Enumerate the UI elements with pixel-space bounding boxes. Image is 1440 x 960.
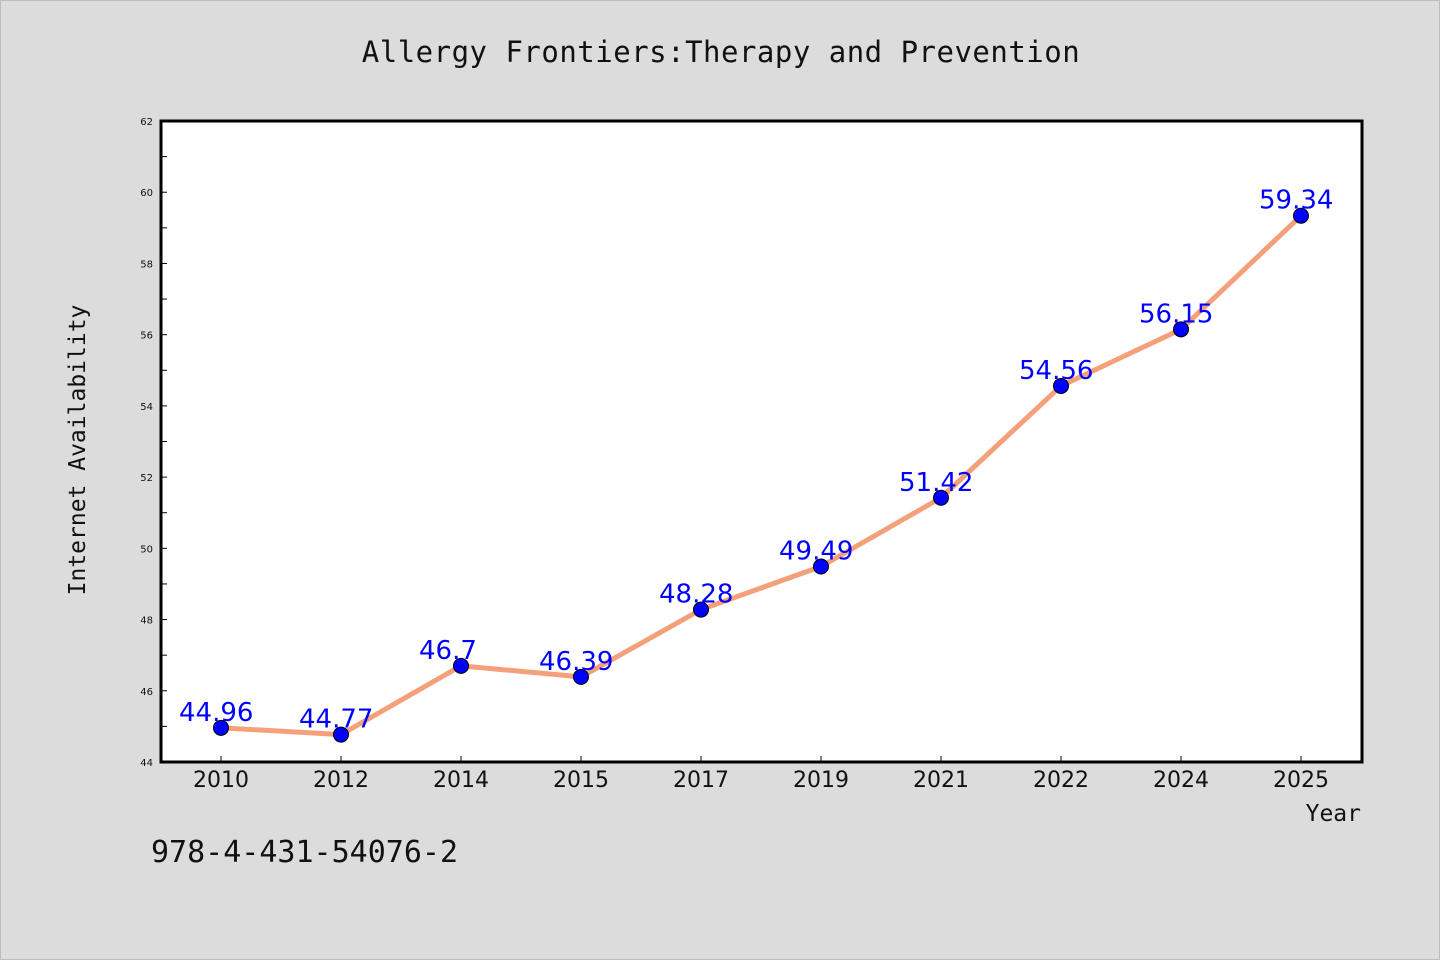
x-tick-label: 2021 — [913, 768, 969, 793]
data-label: 59.34 — [1259, 186, 1333, 216]
y-axis: 44 46 48 50 52 54 56 58 60 62 — [140, 117, 167, 769]
data-label: 46.7 — [419, 636, 477, 666]
y-tick-label: 54 — [140, 402, 153, 413]
chart-title: Allergy Frontiers:Therapy and Prevention — [361, 35, 1081, 69]
data-point — [333, 726, 349, 743]
data-point — [1053, 377, 1069, 394]
x-tick-label: 2019 — [793, 768, 849, 793]
data-label: 49.49 — [779, 536, 853, 566]
y-tick-label: 56 — [140, 331, 153, 342]
x-tick-label: 2024 — [1153, 768, 1209, 793]
y-tick-label: 60 — [140, 188, 153, 199]
data-label: 44.77 — [299, 705, 373, 735]
x-axis-title: Year — [1306, 801, 1361, 827]
x-tick-label: 2025 — [1273, 768, 1329, 793]
data-label: 44.96 — [179, 698, 253, 728]
data-label-layer: 44.96 44.77 46.7 46.39 48.28 49.49 51.42 54.56 5… — [179, 186, 1333, 735]
data-label: 48.28 — [659, 580, 733, 610]
data-point — [933, 489, 949, 506]
series-line — [218, 213, 1304, 738]
x-tick-label: 2015 — [553, 768, 609, 793]
data-label: 54.56 — [1019, 356, 1093, 386]
x-tick-label: 2010 — [193, 768, 249, 793]
x-tick-label: 2022 — [1033, 768, 1089, 793]
data-point — [573, 668, 589, 685]
plot-area — [159, 119, 1364, 764]
data-point — [213, 719, 229, 736]
series-layer — [213, 207, 1309, 743]
x-axis: 2010 2012 2014 2015 2017 2019 2021 2022 2024 2025 — [193, 756, 1329, 793]
isbn-code: 978-4-431-54076-2 — [151, 835, 459, 870]
y-tick-label: 62 — [140, 117, 153, 128]
data-label: 56.15 — [1139, 299, 1213, 329]
data-point — [693, 601, 709, 618]
data-point — [453, 657, 469, 674]
x-tick-label: 2012 — [313, 768, 369, 793]
y-tick-label: 44 — [140, 758, 153, 769]
y-tick-label: 52 — [140, 473, 153, 484]
data-point — [1293, 207, 1309, 224]
data-point — [1173, 321, 1189, 338]
data-point — [813, 558, 829, 575]
data-label: 51.42 — [899, 468, 973, 498]
y-tick-label: 50 — [140, 544, 153, 555]
data-label: 46.39 — [539, 647, 613, 677]
y-tick-label: 46 — [140, 687, 153, 698]
x-tick-label: 2014 — [433, 768, 489, 793]
y-axis-title: Internet Availability — [65, 305, 91, 596]
y-tick-label: 58 — [140, 259, 153, 270]
y-tick-label: 48 — [140, 616, 153, 627]
x-tick-label: 2017 — [673, 768, 729, 793]
